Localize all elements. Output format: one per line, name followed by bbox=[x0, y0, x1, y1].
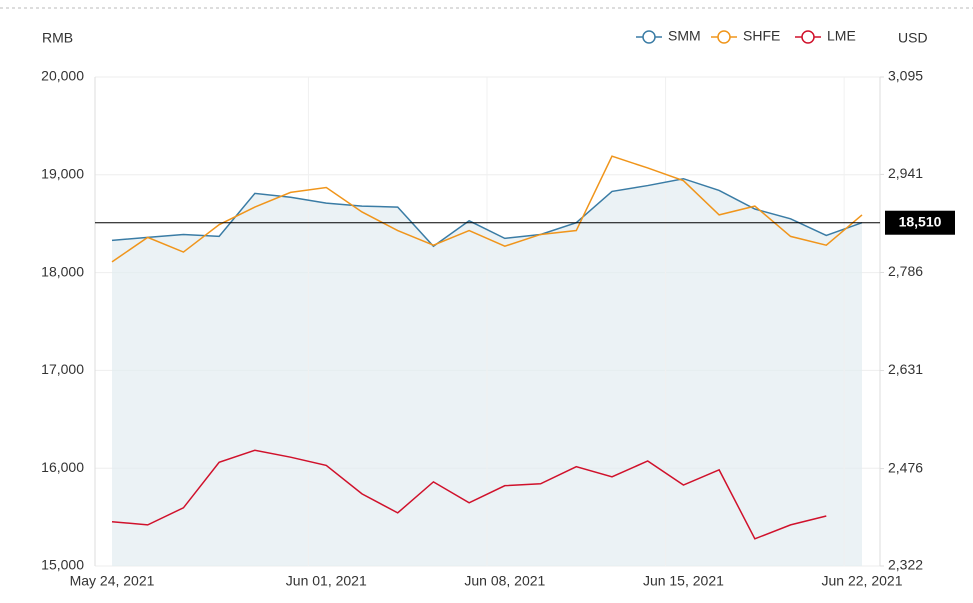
y2-tick-label: 2,476 bbox=[888, 459, 923, 475]
legend-label: SMM bbox=[668, 28, 701, 44]
y2-tick-label: 2,322 bbox=[888, 557, 923, 573]
legend-marker bbox=[717, 30, 731, 44]
x-tick-label: Jun 08, 2021 bbox=[464, 573, 545, 589]
x-tick-label: May 24, 2021 bbox=[70, 573, 155, 589]
reference-label: 18,510 bbox=[899, 213, 942, 229]
series-line bbox=[111, 177, 863, 248]
y-tick-label: 17,000 bbox=[41, 361, 84, 377]
y-axis-title: RMB bbox=[42, 30, 73, 46]
legend-marker bbox=[642, 30, 656, 44]
y-tick-label: 19,000 bbox=[41, 166, 84, 182]
series-line bbox=[111, 155, 863, 263]
y-tick-label: 16,000 bbox=[41, 459, 84, 475]
y-tick-label: 20,000 bbox=[41, 68, 84, 84]
y-tick-label: 18,000 bbox=[41, 263, 84, 279]
y2-tick-label: 3,095 bbox=[888, 68, 923, 84]
x-tick-label: Jun 22, 2021 bbox=[822, 573, 903, 589]
y2-tick-label: 2,631 bbox=[888, 361, 923, 377]
reference-label-box bbox=[885, 210, 955, 235]
x-tick-label: Jun 15, 2021 bbox=[643, 573, 724, 589]
series-line bbox=[111, 449, 827, 540]
x-tick-label: Jun 01, 2021 bbox=[286, 573, 367, 589]
y2-axis-title: USD bbox=[898, 30, 928, 46]
y-tick-label: 15,000 bbox=[41, 557, 84, 573]
legend-marker bbox=[801, 30, 815, 44]
y2-tick-label: 2,941 bbox=[888, 165, 923, 181]
legend-label: LME bbox=[827, 28, 856, 44]
y2-tick-label: 2,786 bbox=[888, 263, 923, 279]
legend-label: SHFE bbox=[743, 28, 780, 44]
